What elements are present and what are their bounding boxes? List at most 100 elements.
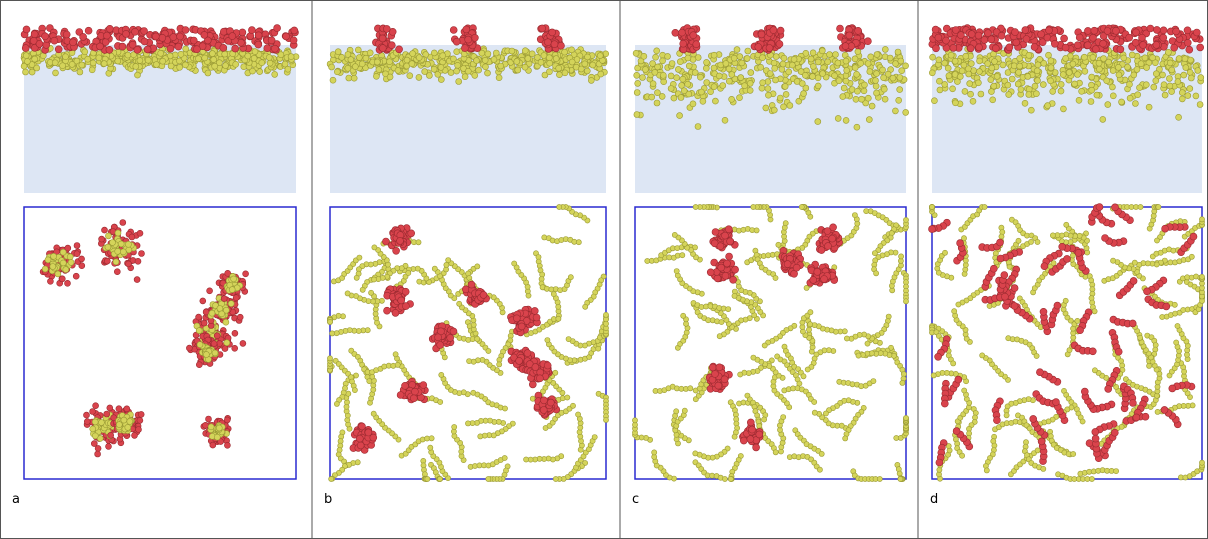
bead bbox=[812, 399, 817, 404]
bead bbox=[874, 90, 880, 96]
bead bbox=[63, 54, 69, 60]
bead bbox=[818, 247, 825, 254]
bead bbox=[677, 113, 683, 119]
bead bbox=[766, 45, 773, 52]
bead bbox=[772, 65, 778, 71]
bead bbox=[819, 451, 824, 456]
bead bbox=[649, 94, 655, 100]
bead bbox=[833, 52, 839, 58]
bead bbox=[233, 61, 239, 67]
bead bbox=[1146, 104, 1152, 110]
bead bbox=[748, 70, 754, 76]
bead bbox=[1182, 56, 1188, 62]
bead bbox=[821, 276, 828, 283]
bead bbox=[832, 73, 838, 79]
bead bbox=[703, 65, 709, 71]
bead bbox=[1153, 71, 1159, 77]
bead bbox=[1017, 55, 1023, 61]
bead bbox=[237, 314, 243, 320]
bead bbox=[745, 48, 751, 54]
bead bbox=[502, 455, 507, 460]
bead bbox=[536, 375, 543, 382]
bead bbox=[383, 25, 390, 32]
bead bbox=[812, 410, 817, 415]
bead bbox=[190, 37, 197, 44]
bead bbox=[214, 434, 220, 440]
bead bbox=[1167, 60, 1173, 66]
bead bbox=[115, 248, 121, 254]
bead bbox=[668, 73, 674, 79]
bead bbox=[549, 29, 556, 36]
bead bbox=[566, 337, 571, 342]
bead bbox=[815, 119, 821, 125]
bead bbox=[545, 338, 550, 343]
bead bbox=[903, 63, 909, 69]
bead bbox=[1060, 106, 1066, 112]
bead bbox=[680, 40, 687, 47]
bead bbox=[1161, 82, 1167, 88]
bead bbox=[82, 49, 88, 55]
bead bbox=[952, 58, 958, 64]
bead bbox=[255, 41, 262, 48]
bead bbox=[770, 27, 777, 34]
bead bbox=[553, 476, 558, 481]
bead bbox=[497, 362, 502, 367]
bead bbox=[835, 60, 841, 66]
bead bbox=[104, 411, 110, 417]
bead bbox=[429, 436, 434, 441]
bead bbox=[231, 276, 237, 282]
bead bbox=[962, 88, 968, 94]
panel bbox=[632, 25, 908, 482]
bead bbox=[133, 64, 139, 70]
bead bbox=[107, 405, 113, 411]
bead bbox=[578, 66, 584, 72]
bead bbox=[452, 424, 457, 429]
bead bbox=[568, 275, 573, 280]
bead bbox=[450, 27, 457, 34]
bead bbox=[873, 83, 879, 89]
bead bbox=[437, 342, 444, 349]
bead bbox=[431, 50, 437, 56]
bead bbox=[711, 52, 717, 58]
bead bbox=[1000, 62, 1006, 68]
bead bbox=[89, 67, 95, 73]
bead bbox=[668, 86, 674, 92]
bead bbox=[209, 51, 215, 57]
bead bbox=[465, 68, 471, 74]
bead bbox=[123, 30, 130, 37]
bead bbox=[852, 65, 858, 71]
bead bbox=[1183, 65, 1189, 71]
bead bbox=[67, 254, 73, 260]
bead bbox=[357, 442, 364, 449]
bead bbox=[758, 31, 765, 38]
bead bbox=[84, 412, 90, 418]
bead bbox=[70, 39, 77, 46]
bead bbox=[1090, 54, 1096, 60]
bead bbox=[1129, 52, 1135, 58]
bead bbox=[125, 424, 131, 430]
bead bbox=[557, 204, 562, 209]
bead bbox=[690, 32, 697, 39]
bead bbox=[570, 403, 575, 408]
figure: abcd bbox=[0, 0, 1208, 539]
bead bbox=[874, 271, 879, 276]
bead bbox=[726, 253, 733, 260]
bead bbox=[842, 43, 849, 50]
bead bbox=[603, 417, 608, 422]
bead bbox=[789, 62, 795, 68]
bead bbox=[409, 61, 415, 67]
bead bbox=[858, 60, 864, 66]
bead bbox=[85, 56, 91, 62]
bead bbox=[370, 434, 377, 441]
bead bbox=[1070, 61, 1076, 67]
bead bbox=[1165, 49, 1171, 55]
bead bbox=[485, 51, 491, 57]
bead bbox=[546, 69, 552, 75]
bead bbox=[159, 34, 166, 41]
bead bbox=[1100, 116, 1106, 122]
bead bbox=[547, 60, 553, 66]
bead bbox=[1104, 78, 1110, 84]
bead bbox=[463, 26, 470, 33]
bead bbox=[483, 64, 489, 70]
bead bbox=[84, 419, 90, 425]
